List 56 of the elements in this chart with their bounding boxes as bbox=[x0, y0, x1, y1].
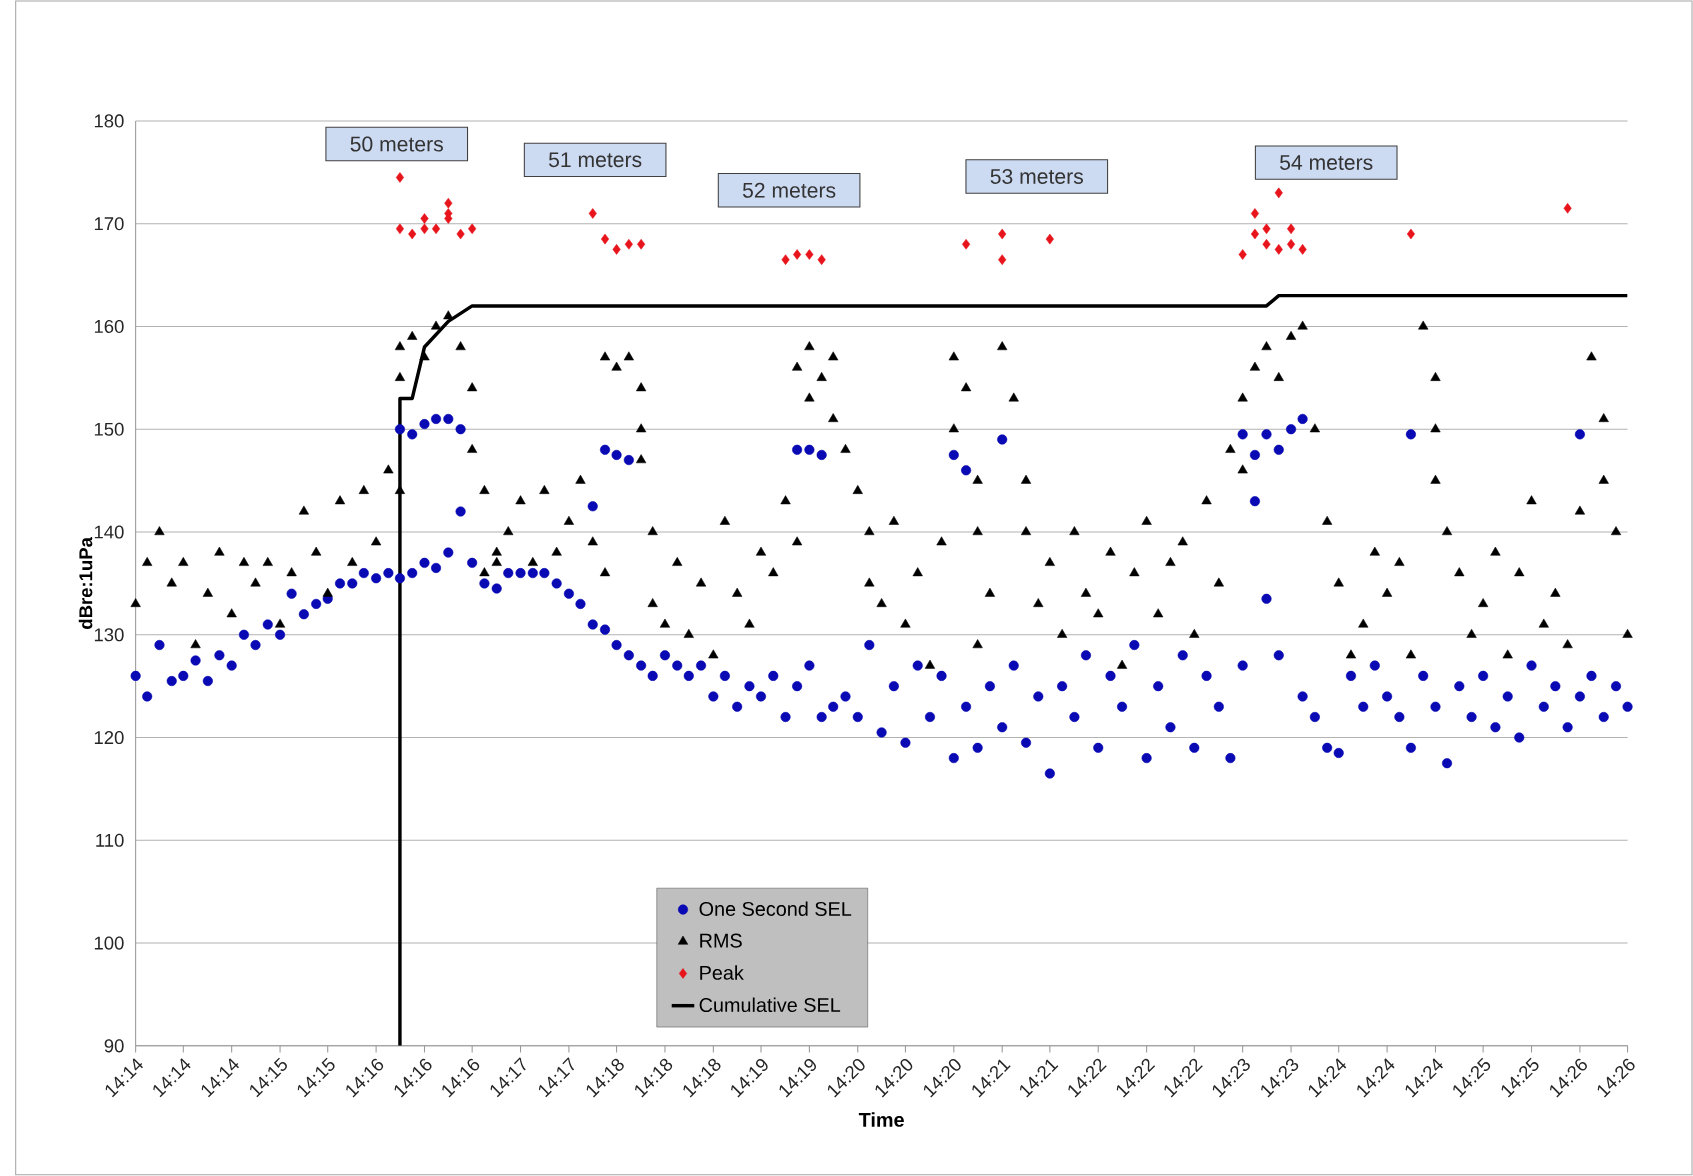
point bbox=[468, 223, 477, 235]
point bbox=[1287, 239, 1296, 250]
y-tick-label: 150 bbox=[94, 422, 124, 436]
y-tick-label: 120 bbox=[94, 731, 124, 745]
legend-label: RMS bbox=[700, 933, 742, 948]
point bbox=[637, 239, 646, 250]
point bbox=[588, 208, 597, 219]
point bbox=[395, 172, 404, 183]
point bbox=[1298, 244, 1307, 255]
point bbox=[600, 233, 610, 245]
point bbox=[432, 223, 441, 235]
point bbox=[1274, 187, 1283, 199]
annotation: 52 meters bbox=[742, 182, 836, 198]
y-tick-label: 90 bbox=[104, 1039, 124, 1053]
point bbox=[1563, 203, 1572, 214]
x-axis-title: Time bbox=[858, 1112, 904, 1127]
point bbox=[456, 228, 465, 240]
point bbox=[1262, 223, 1271, 235]
y-tick-label: 140 bbox=[94, 525, 124, 539]
point bbox=[1238, 249, 1247, 260]
point bbox=[817, 254, 826, 266]
legend-label: One Second SEL bbox=[699, 901, 852, 917]
annotation: 54 meters bbox=[1280, 155, 1373, 171]
point bbox=[793, 249, 802, 260]
point bbox=[962, 239, 971, 250]
line-series bbox=[398, 294, 1628, 1046]
point bbox=[1262, 239, 1271, 250]
point bbox=[1045, 233, 1054, 245]
point bbox=[1250, 208, 1259, 219]
y-axis-title: dBre:1uPa bbox=[78, 537, 93, 630]
point bbox=[624, 239, 633, 250]
point bbox=[408, 228, 417, 240]
annotation: 51 meters bbox=[548, 152, 642, 168]
point bbox=[805, 249, 814, 260]
y-tick-label: 130 bbox=[94, 628, 124, 642]
y-tick-label: 160 bbox=[94, 320, 124, 334]
y-tick-label: 110 bbox=[96, 833, 124, 847]
legend-label: Peak bbox=[700, 965, 744, 980]
point bbox=[1250, 228, 1259, 240]
point bbox=[781, 254, 790, 266]
y-tick-label: 170 bbox=[94, 217, 124, 231]
point bbox=[444, 198, 453, 209]
point bbox=[420, 223, 429, 235]
point bbox=[1287, 223, 1296, 235]
point bbox=[998, 254, 1007, 266]
legend-label: Cumulative SEL bbox=[699, 997, 841, 1013]
point bbox=[1406, 228, 1415, 240]
annotation: 50 meters bbox=[350, 136, 443, 152]
point bbox=[1274, 244, 1283, 255]
point bbox=[612, 244, 621, 255]
point bbox=[395, 223, 404, 235]
point bbox=[998, 228, 1007, 240]
annotation: 53 meters bbox=[990, 169, 1083, 185]
y-tick-label: 100 bbox=[94, 936, 124, 950]
point bbox=[420, 213, 429, 224]
y-tick-label: 180 bbox=[94, 114, 124, 128]
